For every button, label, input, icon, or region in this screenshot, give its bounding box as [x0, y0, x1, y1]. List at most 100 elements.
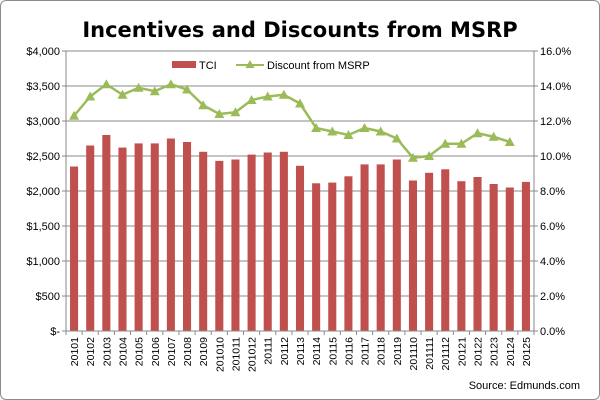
x-tick-label: 20123 [489, 337, 501, 366]
left-tick-label: $2,000 [26, 186, 60, 198]
bar-tci [86, 145, 95, 331]
bar-tci [295, 165, 305, 331]
discount-marker [230, 107, 241, 117]
gridlines [66, 50, 534, 297]
right-axis-ticks: 0.0% 2.0% 4.0% 6.0% 8.0% 10.0% 12.0% 14.0% 16.0% [540, 46, 571, 338]
discount-marker [85, 91, 96, 101]
legend-marker-discount [245, 60, 255, 68]
discount-marker [165, 79, 176, 89]
discount-marker [246, 95, 257, 104]
x-tick-label: 201011 [230, 337, 242, 371]
x-tick-label: 201111 [424, 337, 436, 370]
bar-tci [102, 135, 111, 331]
bar-tci [150, 143, 159, 331]
bar-tci [457, 181, 466, 331]
x-tick-label: 201110 [408, 337, 420, 371]
x-tick-label: 20119 [392, 337, 404, 366]
x-tick-label: 20102 [85, 337, 97, 366]
x-tick-label: 20115 [327, 337, 339, 366]
discount-marker [407, 152, 418, 162]
bar-tci [392, 159, 401, 331]
x-tick-label: 20111 [263, 337, 275, 365]
x-tick-label: 201112 [440, 337, 452, 371]
x-tick-label: 20117 [360, 337, 372, 366]
left-tick-label: $4,000 [26, 46, 60, 58]
right-tick-label: 10.0% [540, 151, 571, 163]
discount-marker [262, 91, 273, 101]
discount-marker [149, 86, 160, 96]
x-tick-label: 20103 [101, 337, 113, 366]
bar-tci [215, 160, 224, 331]
bar-tci [118, 147, 127, 331]
x-tick-label: 20122 [473, 337, 485, 366]
left-tick-label: $1,000 [26, 256, 60, 268]
x-tick-label: 20109 [198, 337, 210, 366]
discount-marker [295, 98, 305, 108]
bar-tci [505, 187, 514, 331]
bar-tci [134, 143, 143, 331]
x-tick-label: 20107 [166, 337, 178, 366]
left-tick-label: $- [50, 326, 60, 338]
x-tick-label: 20101 [69, 337, 81, 366]
discount-marker [440, 138, 451, 148]
discount-marker [424, 151, 435, 160]
x-tick-label: 20116 [343, 337, 355, 366]
discount-marker [214, 109, 225, 118]
right-tick-label: 16.0% [540, 46, 571, 58]
axes [62, 50, 538, 335]
discount-marker [101, 79, 112, 89]
right-tick-label: 0.0% [540, 326, 565, 338]
x-tick-label: 201012 [247, 337, 259, 372]
x-tick-label: 20114 [311, 337, 323, 366]
bar-tci [344, 176, 353, 331]
discount-marker [198, 100, 209, 110]
discount-marker [311, 123, 322, 132]
bar-tci [441, 169, 450, 331]
bar-tci [521, 181, 530, 331]
discount-marker [472, 128, 483, 138]
bar-tci [328, 182, 337, 331]
x-tick-label: 20124 [505, 337, 517, 366]
x-tick-label: 20121 [456, 337, 468, 366]
legend-label-tci: TCI [199, 60, 217, 72]
bar-tci [425, 172, 434, 331]
source-note: Source: Edmunds.com [469, 380, 580, 392]
bar-tci [360, 164, 369, 331]
discount-marker [182, 84, 193, 94]
bar-tci [247, 154, 256, 331]
left-tick-label: $2,500 [26, 151, 60, 163]
discount-marker [391, 133, 402, 143]
legend-swatch-tci [172, 61, 196, 68]
right-tick-label: 12.0% [540, 116, 571, 128]
bar-tci [376, 164, 385, 331]
bar-tci [312, 183, 321, 331]
right-tick-label: 14.0% [540, 81, 571, 93]
bar-tci [473, 177, 482, 331]
left-tick-label: $500 [36, 291, 60, 303]
bar-tci [489, 184, 498, 331]
discount-marker [343, 130, 354, 139]
discount-marker [117, 89, 128, 99]
bar-tci [263, 152, 272, 331]
x-tick-label: 20108 [182, 337, 194, 366]
x-tick-label: 20125 [521, 337, 533, 366]
line-series [69, 79, 515, 162]
x-tick-label: 20106 [150, 337, 162, 366]
bar-tci [70, 166, 79, 331]
legend: TCI Discount from MSRP [172, 60, 370, 72]
right-tick-label: 8.0% [540, 186, 565, 198]
bar-tci [231, 159, 240, 331]
left-tick-label: $3,000 [26, 116, 60, 128]
left-tick-label: $3,500 [26, 81, 60, 93]
x-tick-label: 20112 [279, 337, 291, 366]
right-tick-label: 4.0% [540, 256, 565, 268]
discount-marker [456, 138, 467, 148]
x-tick-label: 20118 [376, 337, 388, 366]
bar-series [70, 135, 530, 331]
discount-marker [504, 137, 515, 146]
bar-tci [199, 151, 208, 331]
discount-marker [278, 89, 289, 99]
bar-tci [408, 180, 417, 331]
discount-marker [69, 110, 80, 120]
